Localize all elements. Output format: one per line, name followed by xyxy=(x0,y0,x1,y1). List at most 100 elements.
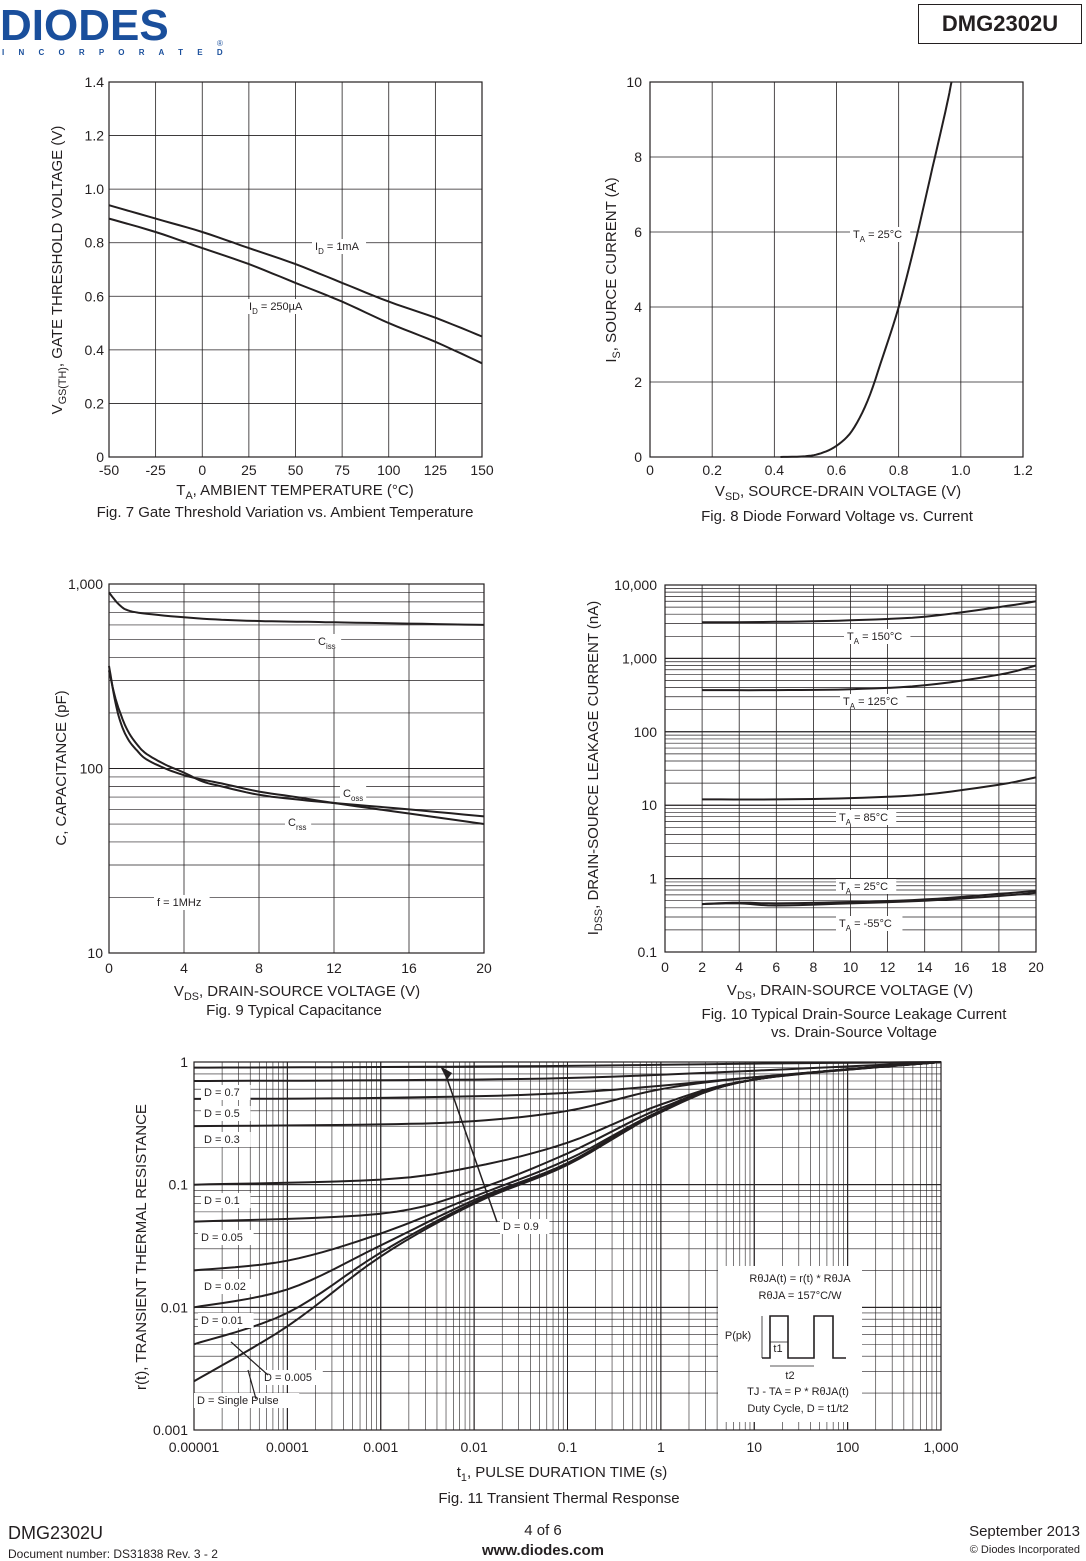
fig11-formula-3: TJ - TA = P * RθJA(t) xyxy=(747,1386,849,1398)
fig9-label-ciss: Ciss xyxy=(318,636,336,651)
fig11-xtick: 10 xyxy=(746,1439,762,1455)
fig10-xtick: 18 xyxy=(991,959,1007,975)
fig10-xtick: 0 xyxy=(661,959,669,975)
fig7-ylabel: VGS(TH), GATE THRESHOLD VOLTAGE (V) xyxy=(49,126,69,415)
fig11-xlabel: t1, PULSE DURATION TIME (s) xyxy=(457,1464,667,1484)
fig7-ytick: 0.4 xyxy=(85,342,105,358)
fig9-chart: 0 4 8 12 16 20 10 100 1,000 Ciss Coss Crss f = 1MHz V… xyxy=(53,576,492,1019)
part-number-box: DMG2302U xyxy=(918,4,1082,44)
fig8-ytick: 0 xyxy=(634,449,642,465)
fig11-series-9 xyxy=(193,1061,942,1383)
fig11-ytick: 1 xyxy=(180,1054,188,1070)
fig9-xlabel: VDS, DRAIN-SOURCE VOLTAGE (V) xyxy=(174,983,420,1003)
fig7-frame xyxy=(108,81,483,458)
fig7-ytick: 0.6 xyxy=(85,288,105,304)
fig10-label-1: TA = 125°C xyxy=(843,696,898,711)
fig10-label-4-group: TA = -55°C xyxy=(836,916,903,933)
fig10-caption-2: vs. Drain-Source Voltage xyxy=(771,1024,937,1041)
fig10-ytick: 0.1 xyxy=(638,944,658,960)
fig10-label-3-bg xyxy=(836,879,897,894)
fig9-xtick: 8 xyxy=(255,960,263,976)
logo-text: DIODES xyxy=(0,1,169,50)
fig7-xtick: 125 xyxy=(424,462,448,478)
fig11-label-8-bg xyxy=(194,1393,300,1408)
fig11-info-bg xyxy=(718,1266,862,1422)
fig7-series-1 xyxy=(108,217,483,365)
fig10-ytick: 10,000 xyxy=(614,577,657,593)
fig11-t1-label: t1 xyxy=(773,1343,782,1355)
fig8-ylabel: IS, SOURCE CURRENT (A) xyxy=(603,177,623,362)
footer-date: September 2013 xyxy=(969,1523,1080,1540)
fig10-label-0: TA = 150°C xyxy=(847,631,902,646)
fig11-label-7: D = 0.005 xyxy=(264,1372,312,1384)
fig10-ytick: 1 xyxy=(649,871,657,887)
fig11-label-8-group: D = Single Pulse xyxy=(194,1393,300,1408)
fig10-label-3: TA = 25°C xyxy=(839,881,888,896)
footer-page: 4 of 6 xyxy=(524,1522,562,1539)
fig11-arrow-d09 xyxy=(443,1069,498,1223)
fig8-ytick: 2 xyxy=(634,374,642,390)
fig9-series-2 xyxy=(108,665,485,825)
fig11-label-3-group: D = 0.1 xyxy=(201,1193,251,1208)
fig7-xlabel: TA, AMBIENT TEMPERATURE (°C) xyxy=(176,482,413,502)
fig11-xtick: 0.1 xyxy=(558,1439,578,1455)
fig10-xtick: 4 xyxy=(735,959,743,975)
fig10-xtick: 6 xyxy=(772,959,780,975)
fig9-label-crss-group: Crss xyxy=(285,815,312,832)
fig9-series-0 xyxy=(108,591,485,626)
fig10-xtick: 10 xyxy=(843,959,859,975)
fig11-frame xyxy=(193,1061,942,1431)
fig11-ytick: 0.01 xyxy=(161,1299,188,1315)
fig11-xtick: 0.00001 xyxy=(169,1439,220,1455)
fig11-formula-1: RθJA(t) = r(t) * RθJA xyxy=(749,1273,851,1285)
footer-website[interactable]: www.diodes.com xyxy=(482,1542,604,1559)
fig11-xtick: 0.0001 xyxy=(266,1439,309,1455)
fig7-label-1ma: ID = 1mA xyxy=(315,241,360,256)
fig10-label-0-group: TA = 150°C xyxy=(844,629,911,646)
fig11-caption: Fig. 11 Transient Thermal Response xyxy=(438,1490,679,1507)
fig7-chart: -50 -25 0 25 50 75 100 125 150 0 0.2 0.4 0.6 0.8 1.0 1.… xyxy=(49,74,494,521)
fig9-label-freq-group: f = 1MHz xyxy=(154,895,210,910)
fig9-ytick: 100 xyxy=(80,761,104,777)
fig11-label-6-group: D = 0.01 xyxy=(198,1313,254,1328)
fig11-label-7-bg xyxy=(261,1370,323,1385)
fig10-xtick: 2 xyxy=(698,959,706,975)
fig7-label-250ua: ID = 250µA xyxy=(249,301,303,316)
fig8-xlabel: VSD, SOURCE-DRAIN VOLTAGE (V) xyxy=(715,483,961,503)
fig8-xtick: 0.2 xyxy=(702,462,722,478)
fig11-label-0: D = 0.7 xyxy=(204,1087,240,1099)
fig9-label-freq-bg xyxy=(154,895,210,910)
fig11-formula-4: Duty Cycle, D = t1/t2 xyxy=(747,1403,848,1415)
fig7-label-1ma-group: ID = 1mA xyxy=(312,239,367,256)
fig9-series-1 xyxy=(108,670,485,818)
logo-registered: ® xyxy=(217,39,223,48)
fig11-xtick: 0.01 xyxy=(461,1439,488,1455)
fig11-t2-label: t2 xyxy=(785,1370,794,1382)
fig11-label-9-group: D = 0.9 xyxy=(500,1219,550,1234)
fig11-label-7-group: D = 0.005 xyxy=(261,1370,323,1385)
fig9-label-ciss-group: Ciss xyxy=(315,634,342,651)
fig10-caption-1: Fig. 10 Typical Drain-Source Leakage Cur… xyxy=(702,1006,1008,1023)
fig7-xtick: 0 xyxy=(198,462,206,478)
fig9-label-crss: Crss xyxy=(288,817,307,832)
fig11-ylabel: r(t), TRANSIENT THERMAL RESISTANCE xyxy=(133,1104,150,1390)
fig9-label-coss-group: Coss xyxy=(340,786,367,803)
fig7-xtick: 50 xyxy=(288,462,304,478)
fig7-xtick: -25 xyxy=(146,462,166,478)
fig10-label-4-bg xyxy=(836,916,903,931)
fig11-arrow-d005 xyxy=(230,1341,269,1376)
fig10-ytick: 100 xyxy=(634,724,658,740)
fig7-caption: Fig. 7 Gate Threshold Variation vs. Ambi… xyxy=(97,504,474,521)
fig11-label-1-bg xyxy=(201,1106,251,1121)
fig10-label-2-bg xyxy=(836,810,897,825)
fig9-label-crss-bg xyxy=(285,815,312,830)
fig11-xtick: 1,000 xyxy=(923,1439,958,1455)
fig11-ytick: 0.1 xyxy=(169,1177,189,1193)
fig11-chart: 0.00001 0.0001 0.001 0.01 0.1 1 10 100 1,000 0.00… xyxy=(133,1054,959,1507)
fig11-ytick: 0.001 xyxy=(153,1422,188,1438)
fig8-ytick: 6 xyxy=(634,224,642,240)
footer-copyright: © Diodes Incorporated xyxy=(969,1544,1080,1556)
logo-subtext: I N C O R P O R A T E D xyxy=(2,48,229,57)
fig11-label-1: D = 0.5 xyxy=(204,1108,240,1120)
fig10-frame xyxy=(664,584,1037,953)
